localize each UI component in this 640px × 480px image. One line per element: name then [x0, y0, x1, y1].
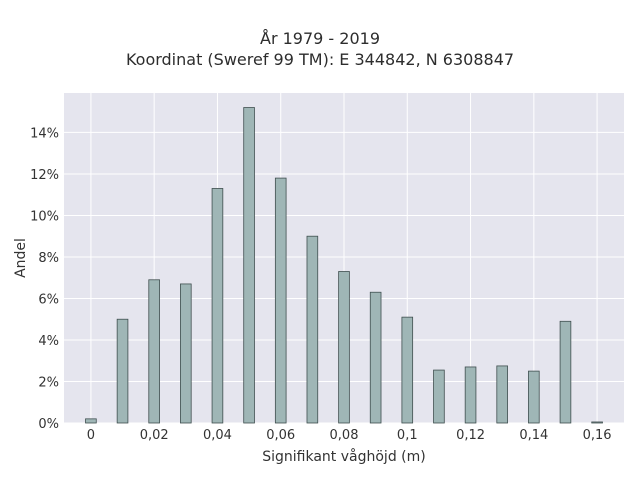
y-tick-label: 6%	[38, 292, 59, 307]
bar	[338, 271, 350, 424]
bar	[85, 418, 97, 424]
y-tick-label: 0%	[38, 417, 59, 432]
x-tick-label: 0,16	[583, 428, 612, 443]
x-axis-label: Signifikant våghöjd (m)	[262, 448, 425, 465]
bar	[180, 283, 192, 424]
bar	[464, 366, 477, 424]
bars	[85, 107, 603, 424]
bar	[369, 291, 382, 424]
x-tick-label: 0,02	[140, 428, 169, 443]
bar	[211, 188, 224, 424]
y-tick-label: 4%	[38, 334, 59, 349]
bar	[148, 279, 160, 424]
x-tick-label: 0,1	[397, 428, 418, 443]
y-tick-label: 10%	[30, 209, 59, 224]
bar	[591, 421, 603, 424]
y-tick-label: 14%	[30, 126, 59, 141]
x-tick-label: 0	[87, 428, 95, 443]
bar	[528, 370, 540, 424]
y-tick-label: 12%	[30, 168, 59, 183]
x-tick-label: 0,12	[456, 428, 485, 443]
y-axis-ticks: 0% 2% 4% 6% 8% 10% 12% 14%	[30, 126, 59, 432]
chart-subtitle: Koordinat (Sweref 99 TM): E 344842, N 63…	[125, 50, 515, 69]
x-tick-label: 0,06	[266, 428, 295, 443]
bar	[559, 320, 572, 424]
y-tick-label: 2%	[38, 375, 59, 390]
y-axis-label: Andel	[13, 238, 29, 278]
bar	[433, 369, 445, 424]
bar	[243, 107, 255, 424]
x-axis-ticks: 0 0,02 0,04 0,06 0,08 0,1 0,12 0,14 0,16	[87, 428, 612, 443]
bar	[496, 365, 508, 424]
x-tick-label: 0,08	[330, 428, 359, 443]
bar	[306, 235, 319, 424]
chart-title: År 1979 - 2019	[260, 29, 380, 48]
x-tick-label: 0,04	[203, 428, 232, 443]
bar	[116, 318, 129, 424]
bar	[401, 316, 414, 424]
x-tick-label: 0,14	[519, 428, 548, 443]
bar	[274, 177, 287, 424]
y-tick-label: 8%	[38, 251, 59, 266]
